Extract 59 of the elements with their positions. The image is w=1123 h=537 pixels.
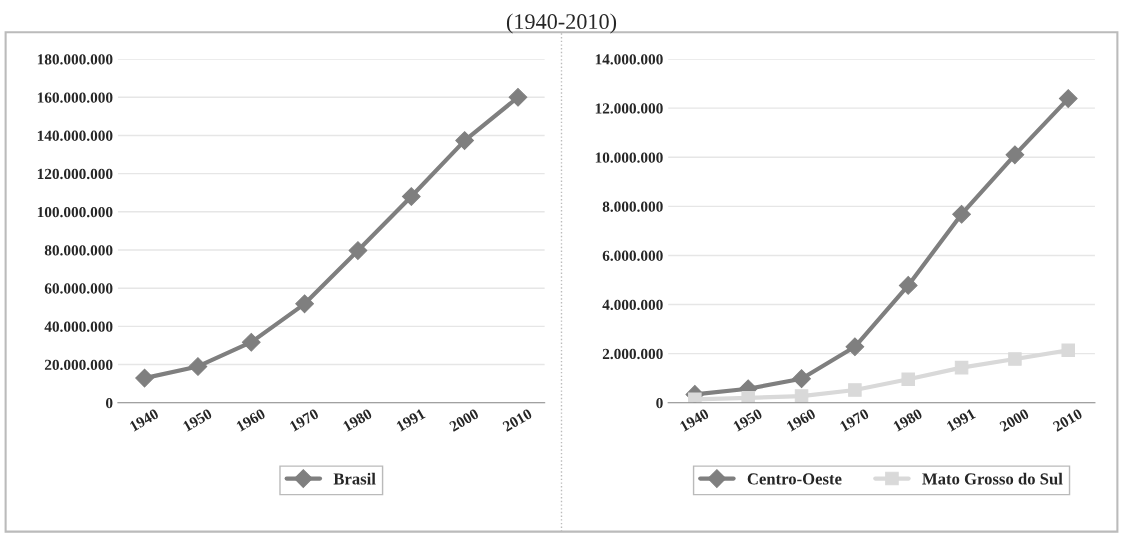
x-tick-label: 1940 [679,408,710,432]
x-tick-label: 1940 [129,408,160,432]
x-tick-label: 1950 [732,408,763,432]
point [741,391,755,403]
point [1008,352,1022,366]
y-tick-label: 120.000.000 [37,168,113,180]
y-tick-label: 0 [106,397,113,409]
point [954,360,969,375]
chart-title: (1940-2010) [506,13,617,34]
point [295,294,314,314]
x-tick-label: 1991 [946,408,977,432]
y-tick-label: 100.000.000 [37,206,113,218]
legend-label: Centro-Oeste [747,473,842,485]
x-tick-label: 1991 [395,408,426,432]
y-tick-label: 14.000.000 [595,54,663,65]
x-tick-label: 2000 [448,408,480,432]
point [794,389,809,403]
y-tick-label: 0 [656,397,663,409]
x-tick-label: 1960 [786,408,817,432]
y-tick-label: 8.000.000 [602,201,663,212]
point [1061,343,1076,357]
x-tick-label: 2010 [502,408,533,432]
y-tick-label: 20.000.000 [44,359,113,371]
legend-label: Brasil [333,472,376,485]
y-tick-label: 6.000.000 [602,250,663,261]
point [898,276,918,295]
x-tick-label: 2010 [1052,408,1083,432]
y-tick-label: 180.000.000 [37,54,113,65]
x-tick-label: 2000 [998,408,1030,432]
y-tick-label: 80.000.000 [44,245,113,256]
point [901,372,915,386]
point [135,368,154,388]
point [188,357,208,376]
y-tick-label: 4.000.000 [602,299,663,311]
point [845,337,865,357]
point [508,87,528,107]
x-tick-label: 1960 [235,408,266,432]
point [401,187,421,206]
point [1058,89,1078,108]
y-tick-label: 140.000.000 [37,130,113,141]
point [348,241,368,260]
x-tick-label: 1980 [342,408,373,432]
y-tick-label: 12.000.000 [595,103,663,114]
point [848,383,862,397]
x-tick-label: 1950 [182,408,213,432]
x-tick-label: 1970 [839,408,870,432]
y-tick-label: 10.000.000 [595,152,663,163]
y-tick-label: 60.000.000 [44,283,113,294]
point [1005,145,1025,165]
y-tick-label: 2.000.000 [602,348,663,360]
point [241,332,261,352]
point [952,204,971,224]
point [792,369,811,389]
y-tick-label: 40.000.000 [44,321,113,332]
y-tick-label: 160.000.000 [37,92,113,103]
legend-label: Mato Grosso do Sul [922,472,1063,485]
x-tick-label: 1970 [289,408,320,432]
x-tick-label: 1980 [892,408,923,432]
point [455,131,474,150]
